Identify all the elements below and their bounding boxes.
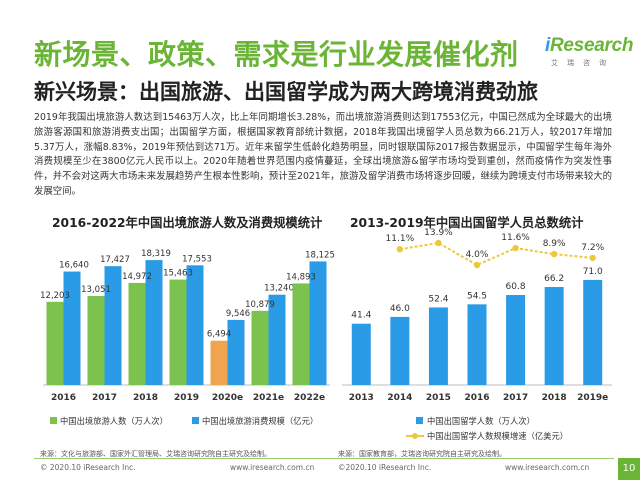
right-growth-label: 11.6% (501, 233, 530, 243)
left-bar-spending (104, 266, 122, 385)
right-legend-growth: 中国出国留学人数规模增速（亿美元） (427, 431, 568, 441)
footer-divider (34, 458, 614, 459)
footer-url-right: www.iresearch.com.cn (505, 463, 590, 472)
left-bar-tourists (251, 310, 269, 385)
left-legend-swatch-tourists (50, 417, 57, 424)
right-growth-label: 7.2% (581, 243, 604, 253)
right-growth-point (550, 250, 558, 258)
left-bar-tourists (169, 279, 187, 385)
left-tick-label: 2016 (51, 393, 76, 403)
left-label-spending: 17,553 (182, 254, 212, 264)
right-growth-point (589, 254, 596, 262)
left-bar-spending (186, 265, 204, 385)
left-tick-label: 2017 (92, 393, 117, 403)
right-tick-label: 2013 (349, 393, 374, 403)
right-legend-marker-growth (412, 433, 418, 439)
left-tick-label: 2022e (294, 393, 325, 403)
left-bar-spending (145, 260, 163, 385)
body-paragraph: 2019年我国出境旅游人数达到15463万人次，比上年同期增长3.28%，而出境… (34, 112, 612, 197)
right-bar-students (583, 279, 603, 385)
left-label-tourists: 12,203 (40, 291, 70, 301)
footer-copyright-right: ©2020.10 iResearch Inc. (338, 463, 432, 472)
left-label-spending: 17,427 (100, 255, 130, 265)
left-legend-swatch-spending (192, 417, 199, 424)
left-source-note: 来源：文化与旅游部、国家外汇管理局、艾瑞咨询研究院自主研究及绘制。 (40, 450, 271, 458)
left-label-tourists: 14,893 (286, 272, 316, 282)
right-legend-students: 中国出国留学人数（万人次） (427, 416, 535, 426)
right-tick-label: 2019e (577, 393, 608, 403)
right-growth-point (435, 239, 442, 247)
right-growth-line (399, 241, 593, 267)
left-bar-tourists (46, 301, 64, 385)
right-label-students: 71.0 (583, 267, 603, 277)
right-label-students: 66.2 (544, 274, 564, 284)
right-legend-swatch-students (416, 417, 423, 424)
left-tick-label: 2019 (174, 393, 199, 403)
left-bar-tourists (210, 340, 228, 385)
right-bar-students (506, 295, 526, 385)
left-label-spending: 9,546 (226, 309, 250, 319)
right-bar-students (428, 307, 448, 385)
right-growth-label: 13.9% (424, 228, 453, 238)
right-growth-point (396, 246, 404, 253)
footer-copyright-left: © 2020.10 iResearch Inc. (40, 463, 136, 472)
left-bar-spending (227, 319, 245, 385)
page-title: 新场景、政策、需求是行业发展催化剂 (34, 38, 519, 71)
right-tick-label: 2018 (542, 393, 567, 403)
left-bar-tourists (128, 282, 146, 385)
right-tick-label: 2015 (426, 393, 451, 403)
left-label-tourists: 14,972 (122, 272, 152, 282)
left-label-spending: 16,640 (59, 261, 89, 271)
right-growth-label: 4.0% (466, 250, 489, 260)
right-growth-label: 11.1% (386, 234, 415, 244)
left-label-tourists: 15,463 (163, 269, 193, 279)
right-growth-label: 8.9% (543, 239, 566, 249)
footer-url-left: www.iresearch.com.cn (230, 463, 315, 472)
page-subtitle: 新兴场景：出国旅游、出国留学成为两大跨境消费劲旅 (34, 80, 538, 104)
right-tick-label: 2014 (387, 393, 412, 403)
right-label-students: 60.8 (506, 282, 526, 292)
right-bar-students (467, 304, 487, 385)
right-bar-students (390, 316, 410, 385)
left-tick-label: 2020e (212, 393, 243, 403)
logo-wordmark: iResearch (545, 35, 634, 56)
left-bar-spending (309, 261, 327, 385)
left-tick-label: 2018 (133, 393, 158, 403)
right-bar-students (544, 287, 564, 385)
right-growth-point (473, 261, 481, 269)
right-source-note: 来源：国家教育部，艾瑞咨询研究院自主研究及绘制。 (338, 450, 506, 458)
page-number: 10 (618, 458, 640, 480)
left-bar-tourists (292, 283, 310, 385)
right-label-students: 52.4 (428, 294, 448, 304)
right-label-students: 41.4 (351, 311, 371, 321)
left-label-tourists: 13,051 (81, 285, 111, 295)
right-bar-students (351, 323, 371, 385)
left-label-spending: 18,319 (141, 249, 171, 259)
left-chart-title: 2016-2022年中国出境旅游人数及消费规模统计 (52, 216, 323, 230)
iresearch-logo: iResearch 艾瑞咨询 (545, 35, 634, 73)
left-bar-spending (63, 271, 81, 385)
right-label-students: 54.5 (467, 291, 487, 301)
left-bar-tourists (87, 296, 105, 385)
right-tick-label: 2016 (464, 393, 489, 403)
right-tick-label: 2017 (503, 393, 528, 403)
left-label-tourists: 10,879 (245, 300, 275, 310)
left-label-tourists: 6,494 (207, 330, 231, 340)
right-label-students: 46.0 (390, 304, 410, 314)
left-tick-label: 2021e (253, 393, 284, 403)
left-legend-tourists: 中国出境旅游人数（万人次） (60, 416, 168, 426)
logo-tagline: 艾瑞咨询 (551, 59, 615, 67)
left-label-spending: 13,240 (264, 284, 294, 294)
left-bar-spending (268, 294, 286, 385)
right-chart-title: 2013-2019年中国出国留学人员总数统计 (350, 216, 584, 230)
left-legend-spending: 中国出境旅游消费规模（亿元） (202, 416, 318, 426)
left-label-spending: 18,125 (305, 250, 335, 260)
right-growth-point (512, 244, 519, 252)
